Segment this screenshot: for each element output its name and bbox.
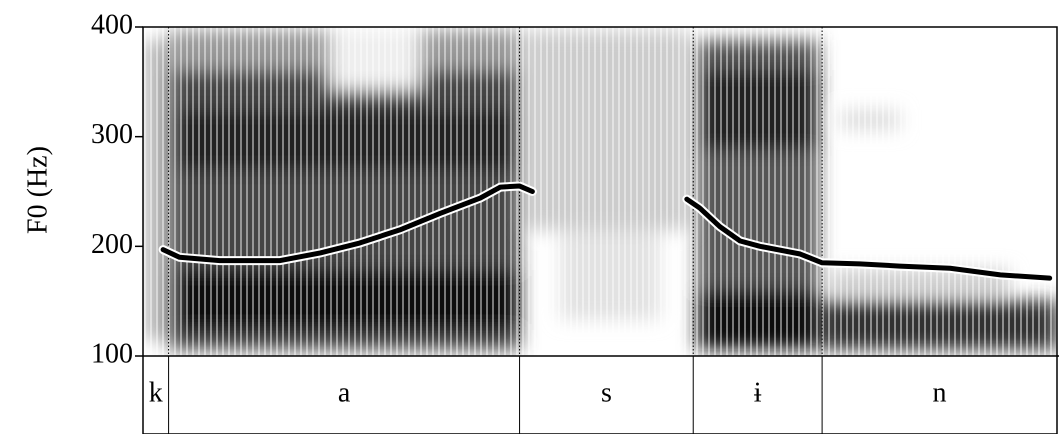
spectrogram [143,27,1057,356]
y-tick-label: 100 [91,338,133,369]
segment-label: k [149,377,163,408]
segment-label: a [338,377,351,408]
segment-label: ɨ [754,377,762,408]
frame [142,26,1058,434]
y-tick-label: 400 [91,9,133,40]
segment-label: s [601,377,612,408]
segment-label: n [933,377,947,408]
y-tick-label: 300 [91,119,133,150]
y-axis-label: F0 (Hz) [22,146,53,234]
f0-line [684,196,1053,281]
y-tick-label: 200 [91,229,133,260]
f0-line [160,183,535,264]
